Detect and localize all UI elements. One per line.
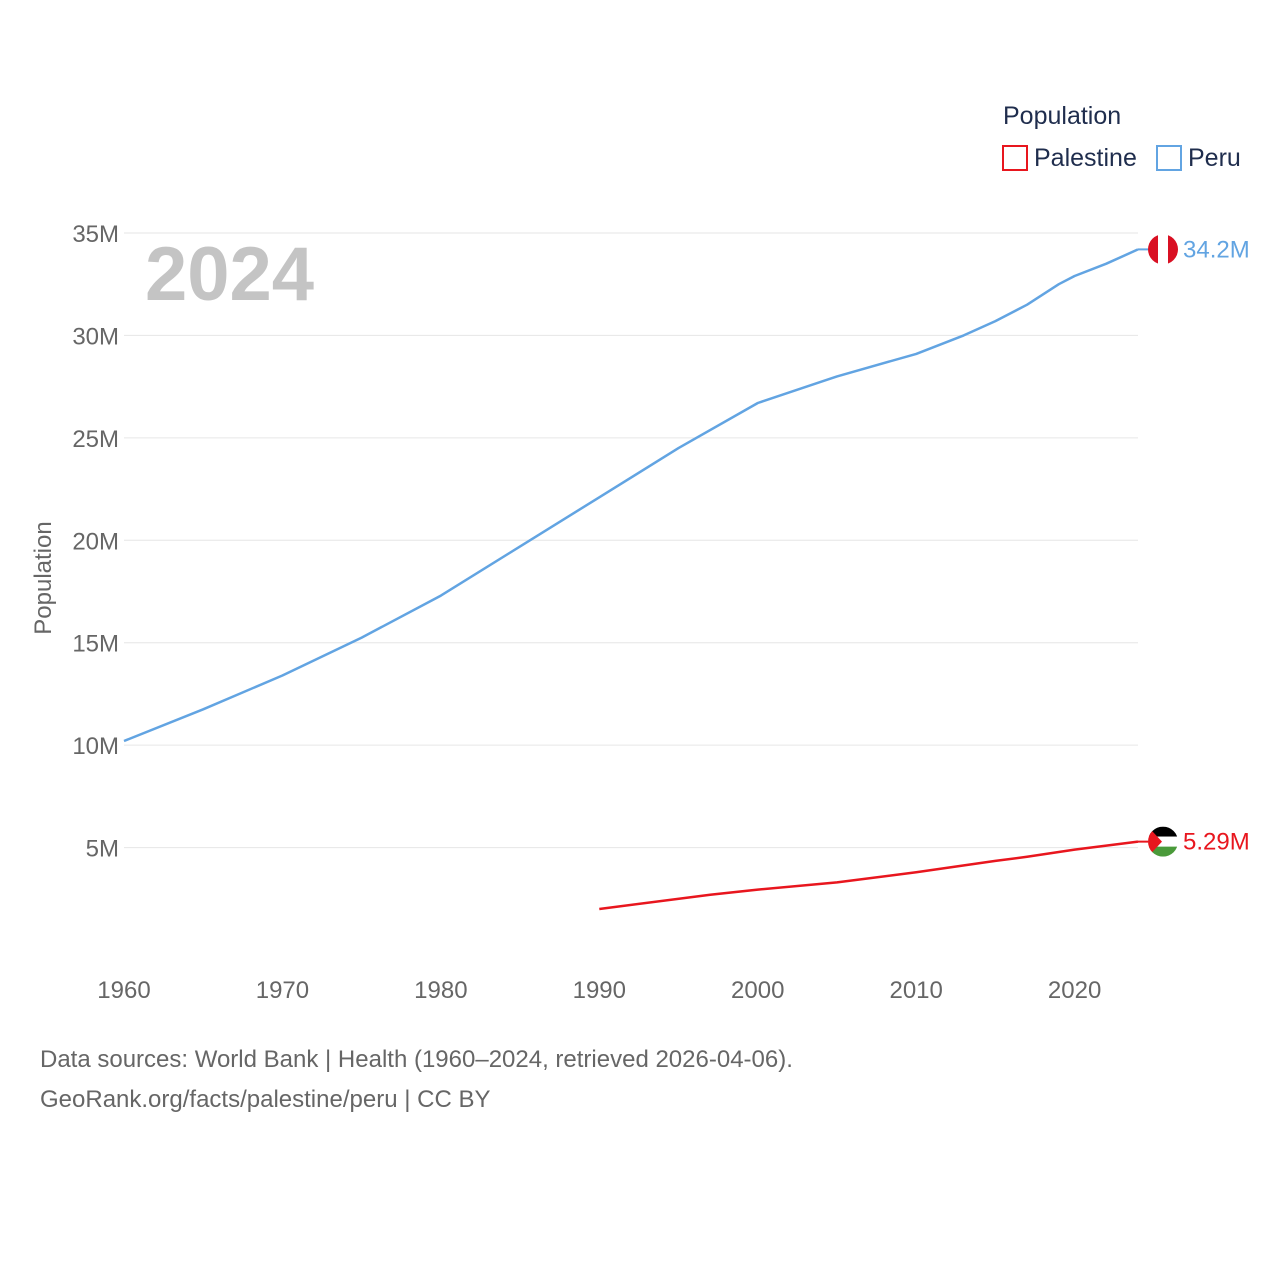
x-tick-label: 2010	[889, 977, 942, 1004]
series-lines	[123, 248, 1139, 911]
y-tick-label: 30M	[72, 323, 119, 350]
y-tick-label: 10M	[72, 733, 119, 760]
y-tick-label: 15M	[72, 631, 119, 658]
end-label-peru: 34.2M	[1183, 236, 1250, 263]
palestine-flag-icon	[1148, 826, 1178, 857]
x-tick-label: 1980	[414, 977, 467, 1004]
y-axis-tick-labels: 5M 10M 15M 20M 25M 30M 35M	[72, 221, 119, 863]
legend-label-peru: Peru	[1188, 144, 1241, 172]
peru-flag-icon	[1148, 234, 1178, 265]
population-line-chart: 5M 10M 15M 20M 25M 30M 35M 1960 1970 1980 1990 200…	[30, 102, 1250, 1004]
gridlines	[124, 232, 1138, 849]
legend-swatch-palestine	[1002, 145, 1028, 171]
y-tick-label: 25M	[72, 426, 119, 453]
x-tick-label: 1990	[573, 977, 626, 1004]
x-tick-label: 2000	[731, 977, 784, 1004]
footer-sources: Data sources: World Bank | Health (1960–…	[40, 1046, 793, 1073]
y-tick-label: 20M	[72, 528, 119, 555]
legend-item-palestine[interactable]: Palestine	[1002, 144, 1137, 172]
y-axis-label: Population	[30, 521, 57, 634]
series-line-palestine[interactable]	[599, 840, 1139, 911]
series-line-peru[interactable]	[123, 248, 1139, 743]
legend-title: Population	[1003, 102, 1121, 130]
y-tick-label: 5M	[86, 836, 119, 863]
year-label: 2024	[145, 232, 314, 317]
legend-item-peru[interactable]: Peru	[1156, 144, 1241, 172]
y-tick-label: 35M	[72, 221, 119, 248]
end-label-palestine: 5.29M	[1183, 829, 1250, 856]
x-tick-label: 1960	[97, 977, 150, 1004]
x-tick-label: 2020	[1048, 977, 1101, 1004]
footer-attribution[interactable]: GeoRank.org/facts/palestine/peru | CC BY	[40, 1086, 491, 1113]
legend-swatch-peru	[1156, 145, 1182, 171]
legend: Population Palestine Peru	[1002, 102, 1241, 172]
legend-label-palestine: Palestine	[1034, 144, 1137, 172]
series-end-labels: 34.2M 5.29M	[1138, 234, 1250, 857]
x-axis-tick-labels: 1960 1970 1980 1990 2000 2010 2020	[97, 977, 1101, 1004]
x-tick-label: 1970	[256, 977, 309, 1004]
